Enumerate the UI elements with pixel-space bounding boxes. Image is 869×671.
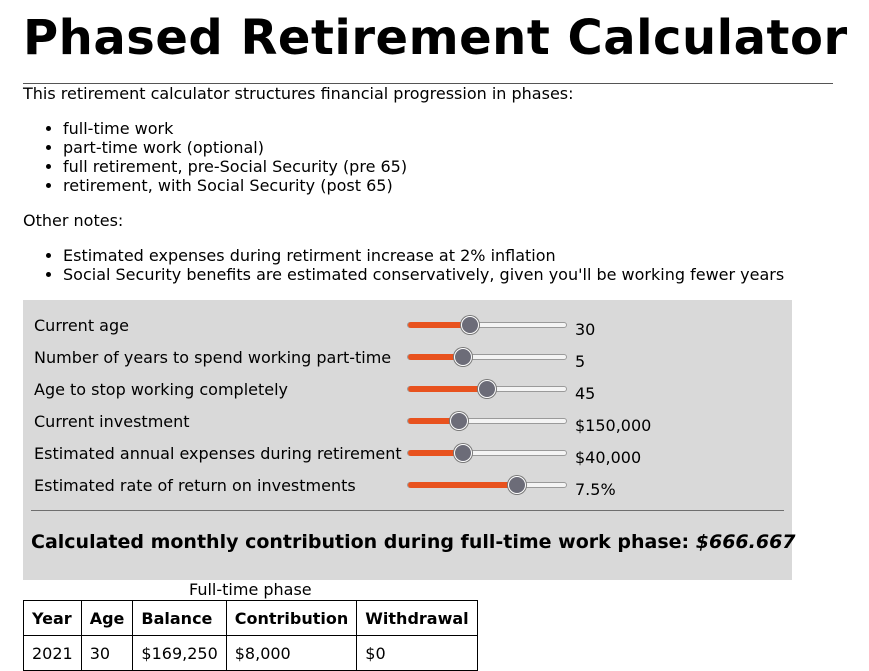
slider-label: Current age bbox=[34, 316, 129, 335]
slider-value: $40,000 bbox=[575, 448, 642, 467]
slider-label: Current investment bbox=[34, 412, 190, 431]
slider-row-rate-of-return: Estimated rate of return on investments … bbox=[34, 473, 784, 499]
slider-value: 5 bbox=[575, 352, 586, 371]
calculator-panel: Current age 30 Number of years to spend … bbox=[23, 300, 796, 580]
intro-text: This retirement calculator structures fi… bbox=[23, 84, 574, 103]
phase-list-item: retirement, with Social Security (post 6… bbox=[63, 176, 407, 195]
notes-list: Estimated expenses during retirment incr… bbox=[23, 246, 784, 284]
slider-row-stop-working-age: Age to stop working completely 45 bbox=[34, 377, 784, 403]
full-time-phase-table: Year Age Balance Contribution Withdrawal… bbox=[23, 600, 478, 671]
phase-list-item: part-time work (optional) bbox=[63, 138, 407, 157]
slider-fill bbox=[408, 482, 518, 488]
page-title: Phased Retirement Calculator bbox=[23, 10, 848, 66]
current-investment-slider[interactable] bbox=[407, 412, 567, 430]
table-cell: 2021 bbox=[23, 635, 82, 671]
slider-thumb[interactable] bbox=[454, 348, 473, 366]
result-value: $666.667 bbox=[695, 531, 796, 553]
table-cell: 30 bbox=[80, 635, 134, 671]
table-header-row: Year Age Balance Contribution Withdrawal bbox=[23, 600, 478, 636]
slider-label: Number of years to spend working part-ti… bbox=[34, 348, 392, 367]
part-time-years-slider[interactable] bbox=[407, 348, 567, 366]
slider-row-part-time-years: Number of years to spend working part-ti… bbox=[34, 345, 784, 371]
current-age-slider[interactable] bbox=[407, 316, 567, 334]
slider-fill bbox=[408, 354, 464, 360]
table-cell: $8,000 bbox=[225, 635, 358, 671]
note-list-item: Estimated expenses during retirment incr… bbox=[63, 246, 784, 265]
slider-label: Estimated rate of return on investments bbox=[34, 476, 356, 495]
phase-list-item: full-time work bbox=[63, 119, 407, 138]
monthly-contribution-result: Calculated monthly contribution during f… bbox=[31, 531, 796, 553]
table-cell: $169,250 bbox=[132, 635, 227, 671]
slider-label: Estimated annual expenses during retirem… bbox=[34, 444, 402, 463]
slider-fill bbox=[408, 418, 459, 424]
slider-fill bbox=[408, 386, 487, 392]
column-header-balance: Balance bbox=[132, 600, 227, 636]
slider-value: 30 bbox=[575, 320, 596, 339]
title-divider bbox=[23, 83, 833, 84]
slider-thumb[interactable] bbox=[460, 316, 479, 334]
slider-fill bbox=[408, 322, 470, 328]
phase-list: full-time work part-time work (optional)… bbox=[23, 119, 407, 195]
notes-heading: Other notes: bbox=[23, 211, 124, 230]
column-header-year: Year bbox=[23, 600, 82, 636]
phase-list-item: full retirement, pre-Social Security (pr… bbox=[63, 157, 407, 176]
column-header-contribution: Contribution bbox=[225, 600, 358, 636]
slider-row-current-investment: Current investment $150,000 bbox=[34, 409, 784, 435]
slider-value: 7.5% bbox=[575, 480, 616, 499]
slider-thumb[interactable] bbox=[508, 476, 527, 494]
annual-expenses-slider[interactable] bbox=[407, 444, 567, 462]
slider-value: $150,000 bbox=[575, 416, 652, 435]
panel-divider bbox=[31, 510, 784, 511]
table-cell: $0 bbox=[356, 635, 478, 671]
slider-value: 45 bbox=[575, 384, 596, 403]
table-caption: Full-time phase bbox=[189, 580, 312, 599]
slider-label: Age to stop working completely bbox=[34, 380, 289, 399]
slider-thumb[interactable] bbox=[454, 444, 473, 462]
table-row: 2021 30 $169,250 $8,000 $0 bbox=[23, 635, 478, 671]
slider-fill bbox=[408, 450, 464, 456]
slider-row-current-age: Current age 30 bbox=[34, 313, 784, 339]
note-list-item: Social Security benefits are estimated c… bbox=[63, 265, 784, 284]
column-header-withdrawal: Withdrawal bbox=[356, 600, 478, 636]
rate-of-return-slider[interactable] bbox=[407, 476, 567, 494]
column-header-age: Age bbox=[80, 600, 134, 636]
result-label: Calculated monthly contribution during f… bbox=[31, 531, 690, 553]
slider-row-annual-expenses: Estimated annual expenses during retirem… bbox=[34, 441, 784, 467]
stop-working-age-slider[interactable] bbox=[407, 380, 567, 398]
slider-thumb[interactable] bbox=[478, 380, 496, 398]
slider-thumb[interactable] bbox=[449, 412, 468, 430]
